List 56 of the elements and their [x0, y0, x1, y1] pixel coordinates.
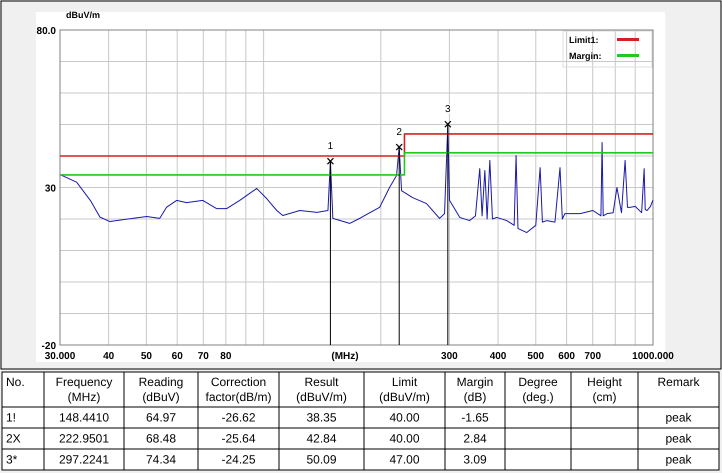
text: 38.35 [306, 410, 337, 424]
text: -24.25 [221, 452, 256, 466]
x-tick-label: 400 [490, 351, 507, 362]
text: Frequency (MHz) [56, 375, 112, 404]
text: -1.65 [461, 410, 489, 424]
text: Limit (dBuV/m) [379, 375, 430, 404]
text: 3* [6, 452, 18, 466]
y-tick-label: 80.0 [36, 26, 56, 37]
text: Height (cm) [587, 375, 623, 404]
x-axis-title: (MHz) [331, 351, 359, 362]
text: 47.00 [389, 452, 420, 466]
text: Reading (dBuV) [138, 375, 184, 404]
text: No. [6, 375, 25, 389]
y-tick-label: 30 [44, 184, 56, 194]
text: 2X [6, 432, 21, 446]
text: Degree (deg.) [518, 375, 558, 404]
text: -26.62 [221, 410, 256, 424]
x-tick-label: 70 [198, 351, 210, 362]
y-tick-label: -20 [42, 341, 56, 352]
x-tick-label: 40 [103, 351, 115, 362]
text: Result (dBuV/m) [296, 375, 347, 404]
annotation: 2 [396, 127, 402, 138]
text: Correction factor(dB/m) [205, 375, 272, 404]
text: peak [665, 410, 693, 424]
x-tick-label: 600 [558, 351, 576, 362]
text: 40.00 [389, 432, 420, 446]
text: 68.48 [146, 432, 176, 446]
legend-label: Limit1: [569, 35, 599, 45]
x-tick-label: 300 [441, 351, 458, 362]
legend-label: Margin: [569, 51, 602, 61]
annotation: 1 [328, 141, 334, 152]
x-tick-label: 1000.000 [632, 351, 674, 362]
text: 40.00 [389, 410, 420, 424]
y-axis-title: dBuV/m [66, 10, 100, 20]
text: 297.2241 [58, 452, 110, 466]
text: peak [665, 432, 693, 446]
text: 2.84 [463, 432, 487, 446]
text: 222.9501 [58, 432, 110, 446]
text: 148.4410 [58, 410, 110, 424]
text: Margin (dB) [456, 375, 494, 404]
annotation: 3 [445, 104, 452, 116]
x-tick-label: 80 [220, 351, 232, 362]
text: Remark [657, 375, 700, 389]
text: 1! [6, 410, 16, 424]
text: 74.34 [146, 452, 176, 466]
text: -25.64 [221, 432, 256, 446]
text: 64.97 [146, 410, 176, 424]
text: 3.09 [463, 452, 487, 466]
text: 42.84 [306, 432, 337, 446]
text: peak [665, 452, 693, 466]
x-tick-label: 30.000 [44, 351, 76, 362]
x-tick-label: 500 [527, 351, 545, 362]
x-tick-label: 50 [140, 351, 152, 362]
x-tick-label: 60 [172, 351, 184, 362]
text: 50.09 [306, 452, 337, 466]
x-tick-label: 700 [584, 351, 602, 362]
